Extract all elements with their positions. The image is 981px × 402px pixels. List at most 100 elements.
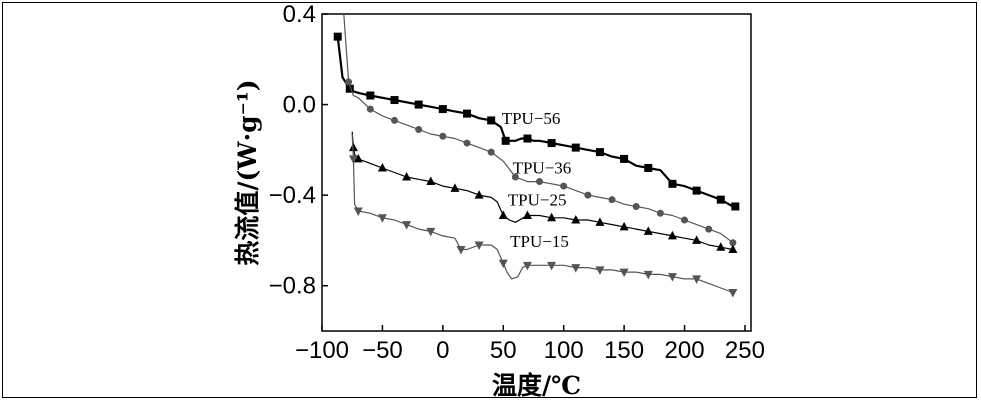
series-label-tpu-56: TPU−56 [502,109,561,128]
data-point-circle [391,116,399,124]
data-point-circle [487,148,495,156]
x-tick-label: 0 [436,337,449,364]
y-tick-label: 0.4 [283,1,316,28]
x-tick-label: 200 [665,337,705,364]
x-tick-label: 150 [604,337,644,364]
data-point-square [668,179,677,188]
data-point-triangle [547,212,557,222]
data-point-square [501,136,510,145]
series-layer [333,13,740,298]
data-point-triangle [353,153,363,163]
data-point-circle [729,239,737,247]
data-point-triangle-down [667,273,677,282]
figure-frame [2,2,977,398]
data-point-triangle [716,242,726,251]
series-label-tpu-25: TPU−25 [508,190,567,209]
y-tick-label: −0.4 [269,182,316,209]
data-point-square [333,32,342,41]
series-labels: TPU−56 TPU−36 TPU−25 TPU−15 [502,109,572,251]
data-point-circle [608,196,616,204]
series-label-tpu-15: TPU−15 [510,232,569,251]
series-tpu-15 [348,133,738,298]
data-point-square [487,116,496,125]
y-tick-label: −0.8 [269,273,316,300]
data-point-triangle [692,235,702,244]
data-point-square [644,163,653,172]
x-tick-label: −50 [362,337,403,364]
data-point-triangle [474,190,484,199]
data-point-square [731,202,740,211]
x-axis: −100 −50 0 50 100 150 200 250 [295,325,765,364]
data-point-triangle-down [595,266,605,275]
data-point-circle [681,216,689,224]
x-axis-title: 温度/℃ [492,371,581,400]
series-line [351,131,734,251]
data-point-triangle-down [474,241,484,250]
data-point-triangle-down [426,227,436,237]
data-point-triangle-down [692,275,702,284]
data-point-circle [705,225,713,233]
data-point-triangle [348,142,358,152]
data-point-triangle-down [522,261,532,271]
data-point-square [414,100,423,109]
data-point-square [390,96,399,105]
data-point-triangle [643,226,653,235]
data-point-triangle [402,172,412,181]
data-point-square [438,105,447,114]
data-point-triangle-down [456,245,466,255]
series-label-tpu-36: TPU−36 [513,159,572,178]
data-point-circle [536,178,544,186]
data-point-triangle [619,221,629,231]
data-point-circle [560,182,568,190]
series-line [336,36,734,208]
data-point-triangle [450,183,460,192]
series-tpu-25 [348,131,738,253]
data-point-square [716,195,725,204]
series-line [343,13,734,244]
data-point-triangle-down [728,289,738,298]
data-point-circle [511,173,519,181]
data-point-square [345,84,354,93]
data-point-triangle [571,215,581,224]
data-point-square [620,154,629,163]
x-tick-label: 250 [725,337,765,364]
y-axis: 0.4 0.0 −0.4 −0.8 [269,1,328,300]
series-line [351,133,734,294]
data-point-square [463,109,472,118]
data-point-square [571,143,580,152]
data-point-triangle-down [402,221,412,230]
data-point-triangle [522,210,532,220]
data-point-triangle [377,162,387,172]
data-point-square [595,148,604,157]
data-point-circle [584,191,592,199]
data-point-triangle-down [353,207,363,216]
data-point-triangle-down [547,261,557,271]
data-point-triangle [728,244,738,253]
x-tick-label: 100 [544,337,584,364]
data-point-triangle-down [643,270,653,280]
data-point-circle [656,209,664,217]
data-point-triangle-down [571,264,581,273]
plot-area [321,13,752,332]
y-axis-title: 热流值/(W·g⁻¹) [233,79,262,265]
data-point-triangle-down [498,259,508,269]
data-point-triangle [667,230,677,240]
data-point-circle [366,105,374,113]
data-point-square [366,91,375,100]
data-point-circle [632,202,640,210]
y-tick-label: 0.0 [283,92,316,119]
data-point-circle [415,125,423,133]
data-point-square [547,139,556,148]
data-point-triangle [426,176,436,186]
x-tick-label: −100 [295,337,349,364]
data-point-circle [345,78,353,86]
series-tpu-36 [343,13,737,247]
data-point-circle [463,139,471,147]
data-point-triangle [595,217,605,226]
data-point-square [523,134,532,143]
data-point-triangle-down [377,214,387,223]
data-point-circle [439,132,447,140]
data-point-triangle-down [619,268,629,278]
data-point-square [692,186,701,195]
